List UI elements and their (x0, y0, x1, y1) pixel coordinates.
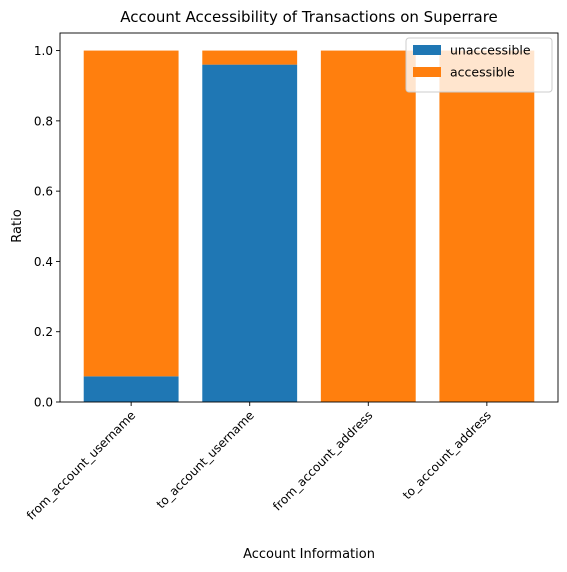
y-axis-label: Ratio (10, 209, 25, 242)
y-tick-label: 0.0 (34, 396, 53, 410)
y-tick-label: 0.6 (34, 185, 53, 199)
y-tick-label: 0.8 (34, 114, 53, 128)
legend-swatch-accessible (413, 67, 441, 77)
axes-frame (59, 32, 559, 403)
bar-unaccessible-from_account_username (83, 376, 179, 402)
y-tick-label: 0.2 (34, 325, 53, 339)
x-tick-label: to_account_username (154, 408, 257, 511)
bar-unaccessible-to_account_username (202, 64, 298, 402)
bar-accessible-from_account_username (83, 50, 179, 377)
y-tick-label: 1.0 (34, 44, 53, 58)
y-tick-label: 0.4 (34, 255, 53, 269)
x-axis-label: Account Information (243, 547, 375, 562)
legend-label-unaccessible: unaccessible (450, 43, 531, 58)
x-tick-label: from_account_address (270, 408, 375, 513)
legend-label-accessible: accessible (450, 65, 515, 80)
bar-accessible-to_account_address (439, 50, 535, 402)
chart-title: Account Accessibility of Transactions on… (120, 8, 498, 26)
x-tick-label: to_account_address (400, 408, 494, 502)
x-tick-label: from_account_username (24, 408, 138, 522)
legend-box (405, 37, 553, 93)
legend-swatch-unaccessible (413, 45, 441, 55)
bar-accessible-from_account_address (320, 50, 416, 402)
bar-accessible-to_account_username (202, 50, 298, 65)
